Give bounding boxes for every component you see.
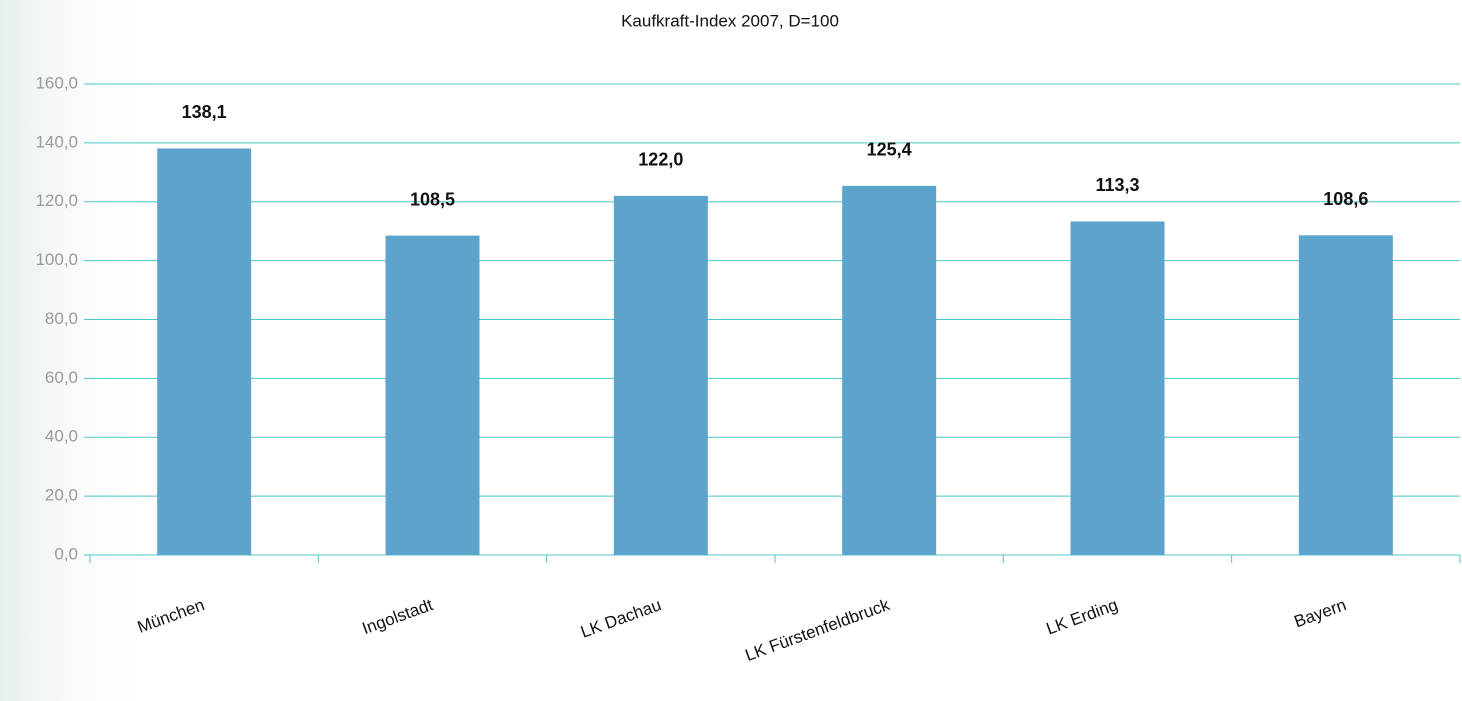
x-tick-label: LK Dachau (578, 595, 664, 642)
value-label: 108,5 (410, 189, 455, 209)
y-tick-label: 0,0 (54, 544, 78, 563)
y-tick-label: 120,0 (35, 191, 78, 210)
background (0, 0, 160, 701)
x-tick-label: LK Erding (1044, 595, 1121, 638)
value-label: 138,1 (182, 102, 227, 122)
bar (385, 235, 480, 555)
chart-title: Kaufkraft-Index 2007, D=100 (621, 11, 839, 30)
y-tick-label: 40,0 (45, 427, 78, 446)
y-tick-label: 100,0 (35, 250, 78, 269)
y-tick-label: 160,0 (35, 73, 78, 92)
value-label: 122,0 (638, 150, 683, 170)
x-tick-label: Bayern (1292, 595, 1349, 631)
bar (1070, 221, 1165, 555)
bar (842, 185, 937, 555)
bar (613, 195, 708, 556)
bar (157, 148, 252, 555)
y-tick-label: 80,0 (45, 309, 78, 328)
value-label: 113,3 (1095, 175, 1139, 195)
y-tick-label: 20,0 (45, 486, 78, 505)
x-tick-label: Ingolstadt (360, 595, 436, 638)
bar (1298, 235, 1393, 555)
y-tick-label: 60,0 (45, 368, 78, 387)
value-label: 108,6 (1323, 189, 1368, 209)
x-tick-label: LK Fürstenfeldbruck (743, 595, 893, 665)
y-tick-label: 140,0 (35, 132, 78, 151)
value-label: 125,4 (867, 140, 912, 160)
